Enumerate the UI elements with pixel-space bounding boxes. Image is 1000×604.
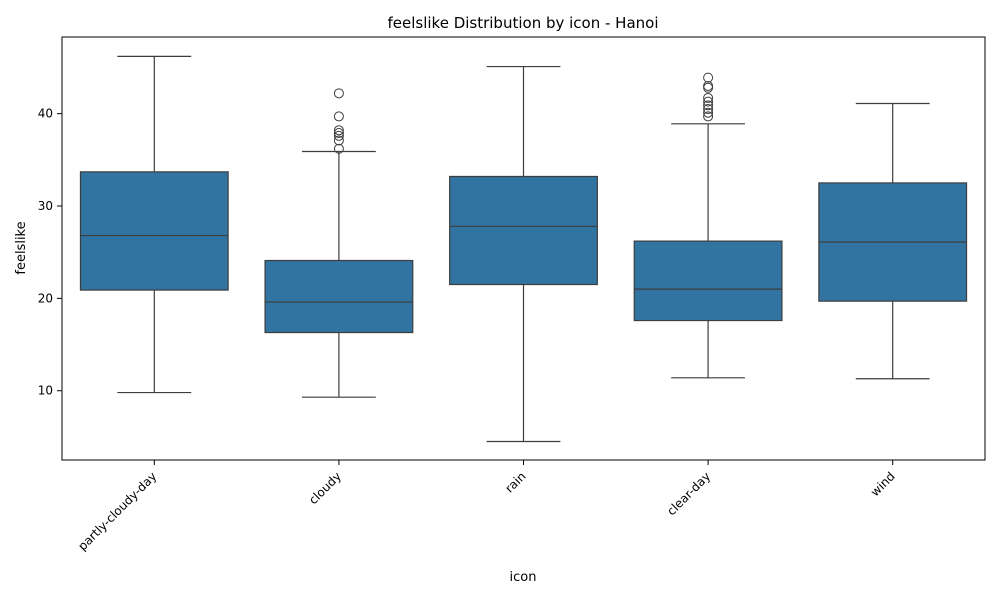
outlier-point [703,72,714,83]
outlier-point [703,96,714,107]
chart-title: feelslike Distribution by icon - Hanoi [387,14,658,32]
box-cloudy [264,259,414,334]
x-tick-label: partly-cloudy-day [75,469,159,553]
outlier-point [333,128,344,139]
outlier-point [333,88,344,99]
box-clear-day [633,240,783,322]
x-tick-label: cloudy [306,469,344,507]
y-tick-label: 30 [38,199,53,213]
outlier-point [703,104,714,115]
outlier-point [333,143,344,154]
outlier-point [333,130,344,141]
outlier-point [333,135,344,146]
outlier-point [703,111,714,122]
x-tick-label: rain [502,469,528,495]
y-tick-label: 20 [38,291,53,305]
outlier-point [703,107,714,118]
y-tick-label: 40 [38,107,53,121]
outlier-point [703,100,714,111]
outlier-point [333,111,344,122]
y-axis: 10 20 30 40 [38,107,62,398]
x-axis-label: icon [510,570,537,585]
box-rain [449,175,598,286]
y-axis-label: feelslike [14,221,29,274]
outlier-point [703,80,714,91]
x-tick-label: wind [868,469,898,499]
plot-area [61,36,986,461]
x-axis: partly-cloudy-day cloudy rain clear-day wind [75,460,898,553]
y-tick-label: 10 [38,384,53,398]
outlier-point [333,125,344,136]
x-tick-label: clear-day [664,469,713,518]
box-partly-cloudy-day [79,171,229,291]
outlier-point [703,92,714,103]
